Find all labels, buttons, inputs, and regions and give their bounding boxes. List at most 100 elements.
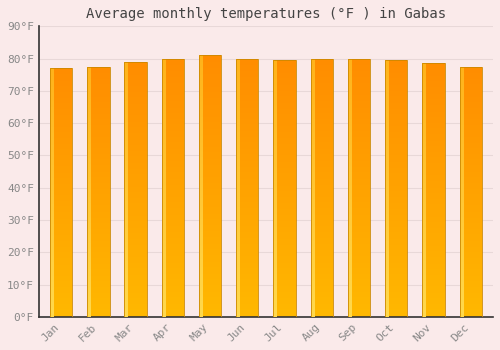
Bar [274,231,295,232]
Bar [162,145,166,146]
Bar [422,202,444,203]
Bar [310,170,333,171]
Bar [274,281,278,282]
Bar [385,276,407,277]
Bar [274,277,295,278]
Bar [162,99,166,100]
Bar [460,92,482,93]
Bar [460,243,464,244]
Bar [87,89,91,90]
Bar [310,105,314,106]
Bar [124,164,128,165]
Bar [162,185,184,187]
Bar [422,222,444,223]
Bar [162,269,166,270]
Bar [236,264,258,265]
Bar [199,194,222,195]
Bar [385,181,407,182]
Bar [422,84,444,85]
Bar [310,310,333,312]
Bar [348,110,352,112]
Bar [422,138,426,139]
Bar [310,88,333,90]
Bar [87,274,110,275]
Bar [87,229,91,231]
Bar [460,223,464,224]
Bar [50,277,72,278]
Bar [162,174,166,175]
Bar [50,99,72,100]
Bar [87,219,91,220]
Bar [310,285,314,286]
Bar [124,86,128,87]
Bar [274,278,278,280]
Bar [199,148,222,149]
Bar [274,208,295,209]
Bar [310,277,333,278]
Bar [124,154,128,155]
Bar [162,309,166,310]
Bar [236,71,258,73]
Bar [199,189,203,190]
Bar [422,241,426,242]
Bar [385,253,407,254]
Bar [87,275,91,277]
Bar [274,305,295,307]
Bar [236,167,258,168]
Bar [199,242,203,244]
Bar [310,278,333,279]
Bar [422,75,426,76]
Bar [385,99,389,100]
Bar [348,228,370,229]
Bar [385,314,407,315]
Bar [385,303,407,304]
Bar [124,71,128,72]
Bar [50,138,54,139]
Bar [274,162,278,163]
Bar [87,144,110,146]
Bar [162,238,166,239]
Bar [274,286,278,287]
Bar [274,262,278,263]
Bar [385,218,389,219]
Bar [310,308,333,309]
Bar [310,191,333,193]
Bar [385,199,389,200]
Bar [162,80,184,82]
Bar [162,223,184,224]
Bar [50,278,54,280]
Bar [50,106,72,107]
Bar [422,118,426,119]
Bar [274,303,295,304]
Bar [460,269,482,271]
Bar [274,120,278,122]
Bar [87,308,110,309]
Bar [348,58,352,60]
Bar [274,224,295,226]
Bar [385,112,407,113]
Bar [50,153,54,154]
Bar [422,171,426,172]
Bar [124,216,147,217]
Bar [199,295,222,296]
Bar [310,204,333,206]
Bar [124,265,147,266]
Bar [50,271,72,272]
Bar [87,198,110,199]
Bar [460,143,464,144]
Bar [162,106,184,108]
Bar [385,60,407,317]
Bar [199,155,203,156]
Bar [385,83,407,85]
Bar [50,280,54,281]
Bar [199,63,222,64]
Bar [274,216,295,217]
Bar [236,236,240,237]
Bar [162,194,166,195]
Bar [385,274,407,276]
Bar [310,132,333,133]
Bar [199,138,203,139]
Bar [162,277,166,278]
Bar [422,89,426,90]
Bar [422,105,426,106]
